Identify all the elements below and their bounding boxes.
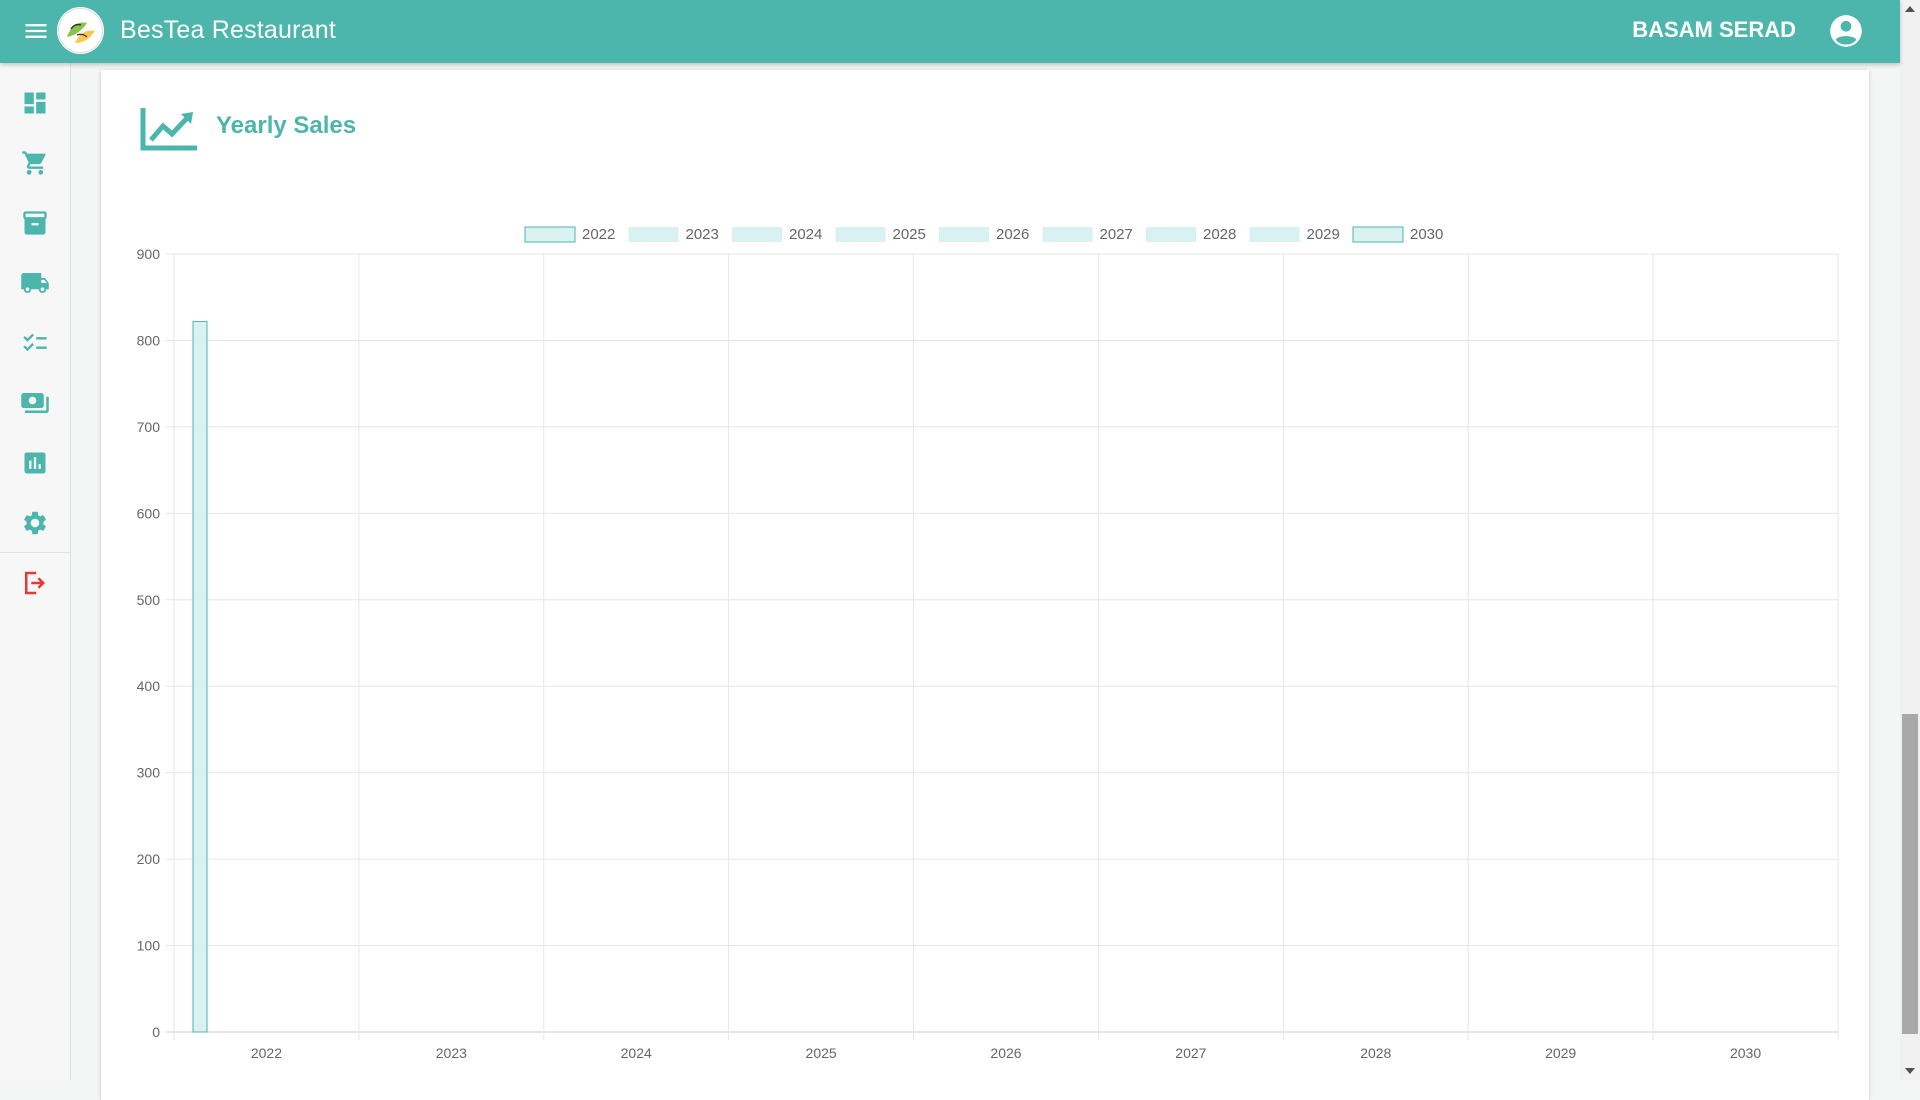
legend-swatch [1042,227,1093,242]
y-tick-label: 600 [137,505,161,521]
bar-chart-icon [24,452,46,474]
x-tick-label: 2024 [621,1045,652,1061]
scroll-up-arrow-icon[interactable] [1905,6,1915,12]
y-tick-label: 700 [137,419,161,435]
legend-label: 2027 [1100,226,1133,243]
legend-swatch [835,227,886,242]
legend-swatch [524,226,576,243]
account-circle-icon[interactable] [1827,12,1865,50]
legend-swatch [939,227,989,242]
checklist-icon [23,333,47,352]
money-icon [21,393,49,413]
legend-label: 2029 [1307,226,1340,243]
x-tick-label: 2026 [990,1045,1021,1061]
app-title: BesTea Restaurant [120,16,337,44]
gear-icon [24,511,46,535]
y-tick-label: 400 [137,678,161,694]
y-tick-label: 0 [152,1024,160,1040]
scroll-down-arrow-icon[interactable] [1905,1068,1915,1074]
legend-label: 2024 [789,226,822,243]
x-tick-label: 2025 [806,1045,837,1061]
sidebar-divider [0,552,70,553]
legend-swatch [1146,227,1196,242]
menu-icon[interactable] [22,17,50,45]
y-tick-label: 300 [137,765,161,781]
dashboard-icon [24,92,46,114]
x-tick-label: 2028 [1360,1045,1391,1061]
sidebar-item-settings[interactable] [17,505,53,541]
legend-swatch [1352,226,1404,243]
archive-icon [23,211,47,235]
sidebar-item-reports[interactable] [17,445,53,481]
sidebar-item-dashboard[interactable] [17,85,53,121]
sidebar-item-delivery[interactable] [17,265,53,301]
yearly-sales-chart: 0 100 200 300 400 500 600 700 800 900 2022 2023 2024… [137,226,1839,1061]
y-tick-label: 200 [137,851,161,867]
page-scrollbar[interactable] [1900,0,1920,1080]
bar-2022-2022 [192,320,208,1033]
trending-up-icon [140,108,197,151]
x-tick-label: 2023 [436,1045,467,1061]
x-tick-label: 2030 [1730,1045,1761,1061]
sidebar-item-inventory[interactable] [17,205,53,241]
x-tick-label: 2027 [1175,1045,1206,1061]
sidebar-item-payments[interactable] [17,385,53,421]
x-tick-label: 2029 [1545,1045,1576,1061]
legend-label: 2030 [1410,226,1443,243]
legend-swatch [1249,227,1300,242]
legend-swatch [628,227,679,242]
cart-icon [22,151,46,175]
user-name[interactable]: BASAM SERAD [1632,17,1796,42]
x-tick-label: 2022 [251,1045,282,1061]
card-title: Yearly Sales [216,112,357,139]
y-tick-label: 900 [137,246,161,262]
logout-icon [25,571,45,595]
legend-label: 2025 [893,226,926,243]
sidebar [0,63,71,1080]
sidebar-item-orders[interactable] [17,145,53,181]
y-tick-label: 800 [137,332,161,348]
legend-swatch [732,227,782,242]
y-tick-label: 500 [137,592,161,608]
app-logo[interactable] [57,7,104,54]
legend-label: 2022 [582,226,615,243]
legend-label: 2026 [996,226,1029,243]
legend-label: 2023 [686,226,719,243]
legend-label: 2028 [1203,226,1236,243]
yearly-sales-card: Yearly Sales 0 100 200 300 400 500 600 700 800 90… [101,70,1869,1100]
truck-icon [21,273,49,293]
sidebar-item-logout[interactable] [17,565,53,601]
scroll-thumb[interactable] [1902,714,1918,1034]
app-bar: BesTea Restaurant BASAM SERAD [0,0,1900,63]
y-tick-label: 100 [137,938,161,954]
sidebar-item-tasks[interactable] [17,325,53,361]
